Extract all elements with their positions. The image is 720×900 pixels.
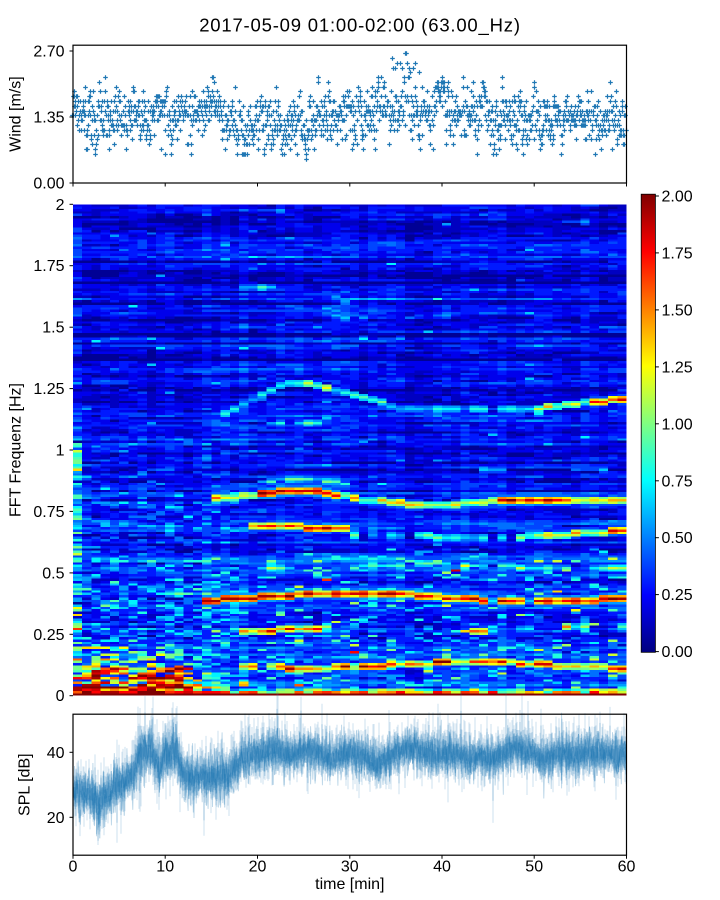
- svg-text:40: 40: [47, 745, 65, 762]
- svg-text:1.25: 1.25: [33, 381, 64, 398]
- svg-text:1.5: 1.5: [42, 320, 64, 337]
- svg-text:0.25: 0.25: [33, 627, 64, 644]
- svg-text:1.50: 1.50: [662, 302, 693, 319]
- svg-text:40: 40: [433, 859, 451, 876]
- svg-text:1.00: 1.00: [662, 416, 693, 433]
- svg-text:0.00: 0.00: [33, 176, 64, 193]
- svg-text:Wind [m/s]: Wind [m/s]: [8, 76, 25, 152]
- svg-text:30: 30: [341, 859, 359, 876]
- svg-text:0: 0: [56, 688, 65, 705]
- svg-text:FFT Frequenz [Hz]: FFT Frequenz [Hz]: [8, 383, 25, 517]
- svg-text:1.35: 1.35: [33, 110, 64, 127]
- svg-text:20: 20: [249, 859, 267, 876]
- svg-text:0.00: 0.00: [662, 644, 693, 661]
- svg-text:1.75: 1.75: [662, 245, 693, 262]
- svg-text:0.25: 0.25: [662, 587, 693, 604]
- svg-text:20: 20: [47, 810, 65, 827]
- svg-text:0.75: 0.75: [33, 504, 64, 521]
- svg-text:2: 2: [56, 197, 65, 214]
- svg-text:1.25: 1.25: [662, 359, 693, 376]
- svg-text:0.75: 0.75: [662, 473, 693, 490]
- svg-text:1.75: 1.75: [33, 258, 64, 275]
- svg-text:60: 60: [618, 859, 636, 876]
- svg-text:0: 0: [69, 859, 78, 876]
- svg-text:0.50: 0.50: [662, 530, 693, 547]
- svg-text:time [min]: time [min]: [315, 876, 384, 893]
- svg-text:2017-05-09 01:00-02:00 (63.00_: 2017-05-09 01:00-02:00 (63.00_Hz): [199, 15, 521, 37]
- svg-text:SPL [dB]: SPL [dB]: [17, 753, 34, 816]
- svg-text:2.70: 2.70: [33, 44, 64, 61]
- svg-text:10: 10: [156, 859, 174, 876]
- svg-text:1: 1: [56, 443, 65, 460]
- svg-text:50: 50: [525, 859, 543, 876]
- svg-text:0.5: 0.5: [42, 565, 64, 582]
- svg-text:2.00: 2.00: [662, 189, 693, 206]
